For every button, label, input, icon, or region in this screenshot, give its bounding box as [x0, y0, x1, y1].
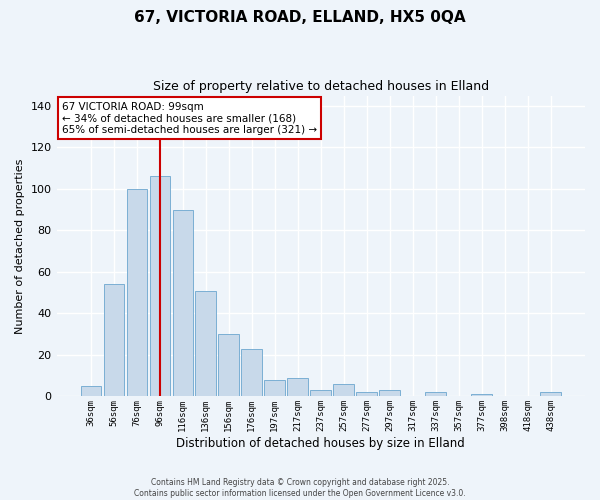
Bar [334, 384, 354, 396]
Bar [196, 290, 216, 397]
Bar [540, 392, 561, 396]
Bar [265, 380, 285, 396]
Bar [379, 390, 400, 396]
X-axis label: Distribution of detached houses by size in Elland: Distribution of detached houses by size … [176, 437, 465, 450]
Bar [425, 392, 446, 396]
Text: Contains HM Land Registry data © Crown copyright and database right 2025.
Contai: Contains HM Land Registry data © Crown c… [134, 478, 466, 498]
Bar [287, 378, 308, 396]
Y-axis label: Number of detached properties: Number of detached properties [15, 158, 25, 334]
Bar [149, 176, 170, 396]
Bar [104, 284, 124, 397]
Text: 67, VICTORIA ROAD, ELLAND, HX5 0QA: 67, VICTORIA ROAD, ELLAND, HX5 0QA [134, 10, 466, 25]
Bar [310, 390, 331, 396]
Bar [127, 189, 147, 396]
Text: 67 VICTORIA ROAD: 99sqm
← 34% of detached houses are smaller (168)
65% of semi-d: 67 VICTORIA ROAD: 99sqm ← 34% of detache… [62, 102, 317, 135]
Title: Size of property relative to detached houses in Elland: Size of property relative to detached ho… [153, 80, 489, 93]
Bar [241, 348, 262, 397]
Bar [80, 386, 101, 396]
Bar [173, 210, 193, 396]
Bar [218, 334, 239, 396]
Bar [472, 394, 492, 396]
Bar [356, 392, 377, 396]
